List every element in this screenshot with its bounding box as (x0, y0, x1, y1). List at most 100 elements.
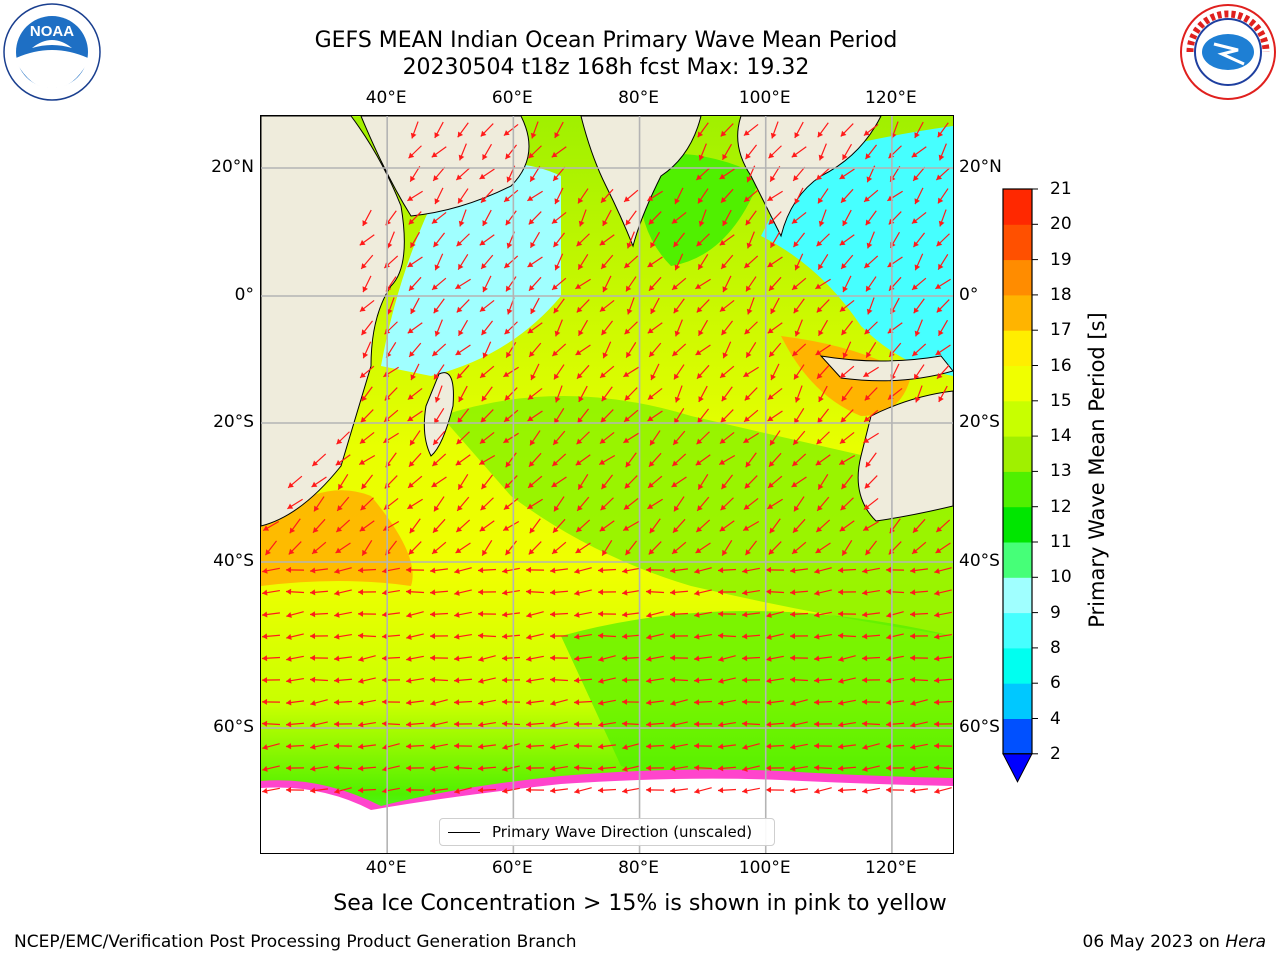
wave-arrow (863, 123, 879, 137)
wave-arrow (818, 209, 827, 227)
wave-arrow (813, 764, 833, 771)
chart-title: GEFS MEAN Indian Ocean Primary Wave Mean… (314, 28, 898, 53)
wave-arrow (310, 765, 328, 772)
wave-arrow (432, 232, 446, 248)
lat-tick-right: 0° (959, 285, 979, 305)
wave-arrow (333, 742, 353, 749)
colorbar-tick: 20 (1050, 214, 1072, 235)
wave-arrow (285, 765, 305, 772)
wave-arrow (839, 168, 855, 180)
wave-arrow (573, 721, 593, 728)
wave-arrow (767, 498, 783, 510)
wave-arrow (286, 611, 304, 618)
wave-arrow (502, 520, 520, 532)
wave-arrow (407, 475, 423, 489)
wave-arrow (840, 320, 854, 336)
wave-arrow (504, 144, 518, 160)
wave-arrow (794, 385, 803, 403)
wave-arrow (765, 588, 785, 595)
wave-arrow (669, 611, 689, 618)
wave-arrow (886, 611, 904, 618)
wave-arrow (647, 387, 663, 401)
wave-arrow (480, 474, 494, 490)
wave-arrow (864, 540, 878, 556)
wave-arrow (458, 385, 468, 403)
wave-arrow (647, 322, 663, 334)
wave-arrow (386, 297, 395, 315)
wave-arrow (789, 611, 809, 618)
wave-arrow (501, 633, 521, 640)
wave-arrow (576, 299, 590, 313)
wave-arrow (598, 677, 616, 684)
wave-arrow (600, 409, 614, 423)
wave-arrow (912, 232, 926, 248)
wave-arrow (838, 454, 856, 466)
wave-arrow (503, 366, 519, 378)
wave-arrow (362, 275, 372, 293)
wave-arrow (622, 520, 640, 532)
wave-arrow (693, 764, 713, 771)
wave-arrow (840, 123, 854, 137)
wave-arrow (693, 699, 713, 706)
wave-arrow (574, 633, 592, 640)
wave-arrow (501, 655, 521, 662)
colorbar-tick: 6 (1050, 673, 1061, 694)
wave-arrow (817, 254, 829, 270)
wave-arrow (309, 589, 329, 596)
wave-arrow (311, 541, 327, 555)
wave-arrow (697, 474, 709, 490)
colorbar (1002, 188, 1038, 783)
wave-arrow (599, 431, 615, 445)
wave-arrow (549, 567, 569, 574)
wave-arrow (477, 632, 497, 639)
wave-arrow (405, 765, 425, 772)
wave-arrow (673, 298, 685, 314)
wave-arrow (863, 432, 879, 444)
wave-arrow (765, 721, 785, 728)
wave-arrow (862, 787, 880, 794)
wave-arrow (527, 387, 543, 401)
wave-arrow (938, 385, 948, 403)
wave-arrow (909, 589, 929, 596)
wave-arrow (477, 610, 497, 617)
wave-arrow (360, 320, 374, 336)
wave-arrow (573, 699, 593, 706)
wave-arrow (574, 611, 592, 618)
wave-arrow (791, 343, 807, 357)
colorbar-tick: 2 (1050, 743, 1061, 764)
wave-arrow (696, 233, 710, 247)
wave-arrow (286, 633, 304, 640)
wave-arrow (455, 167, 471, 181)
wave-arrow (433, 408, 445, 424)
wave-arrow (454, 633, 472, 640)
wave-arrow (815, 519, 831, 533)
wave-arrow (429, 787, 449, 794)
colorbar-tick: 11 (1050, 532, 1072, 552)
wave-arrow (913, 298, 925, 314)
wave-arrow (789, 676, 809, 683)
wave-arrow (554, 253, 564, 271)
wave-arrow (262, 589, 280, 596)
lon-tick-top: 120°E (865, 88, 917, 108)
wave-arrow (623, 432, 639, 444)
wave-arrow (645, 588, 665, 595)
wave-arrow (935, 167, 951, 181)
wave-arrow (357, 765, 377, 772)
wave-arrow (310, 699, 328, 706)
wave-arrow (406, 655, 424, 662)
wave-arrow (625, 452, 637, 468)
wave-arrow (911, 146, 927, 158)
wave-arrow (817, 188, 829, 204)
wave-arrow (696, 496, 710, 512)
wave-arrow (745, 452, 757, 468)
wave-arrow (477, 567, 497, 574)
wave-arrow (482, 341, 492, 359)
wave-arrow (914, 253, 924, 271)
wave-arrow (816, 431, 830, 445)
wave-arrow (334, 633, 352, 640)
wave-arrow (671, 453, 687, 467)
colorbar-tick: 16 (1050, 355, 1072, 376)
wave-arrow (936, 233, 950, 247)
sea-ice-note: Sea Ice Concentration > 15% is shown in … (333, 891, 947, 916)
wave-arrow (554, 385, 563, 403)
